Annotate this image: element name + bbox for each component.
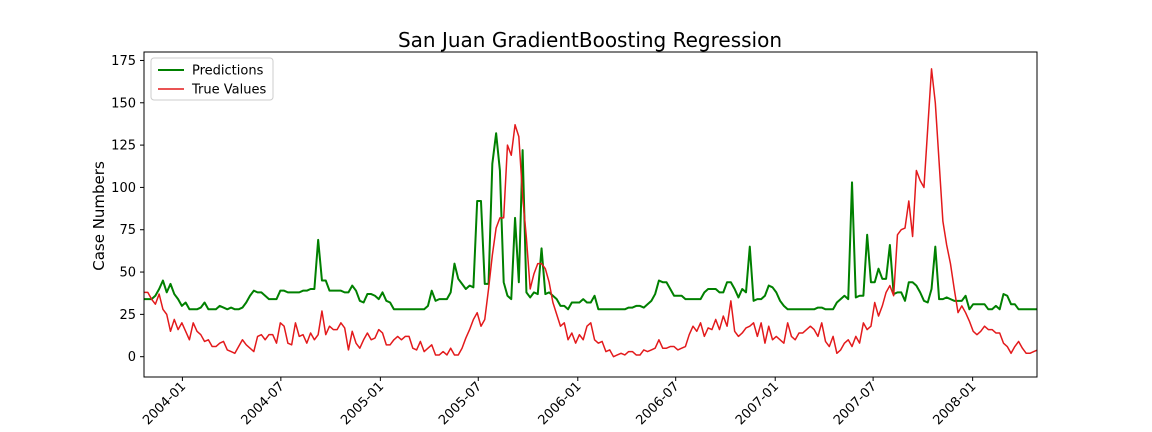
y-tick-label: 25 — [119, 308, 136, 323]
legend-label: Predictions — [192, 64, 264, 79]
plot-area — [143, 51, 1038, 378]
x-tick-label: 2007-01 — [733, 379, 782, 428]
plot-frame — [143, 51, 1038, 378]
x-tick-label: 2006-07 — [633, 379, 682, 428]
y-tick-label: 150 — [111, 96, 136, 111]
y-tick-label: 75 — [119, 223, 136, 238]
x-axis: 2004-01 2004-07 2005-01 2005-07 2006-01 2006-… — [140, 377, 979, 428]
chart-title: San Juan GradientBoosting Regression — [398, 28, 782, 52]
y-axis-label: Case Numbers — [90, 161, 108, 271]
x-tick-label: 2006-01 — [536, 379, 585, 428]
x-tick-label: 2004-07 — [239, 379, 288, 428]
y-axis: 0 25 50 75 100 125 150 175 — [111, 54, 144, 365]
x-tick-label: 2008-01 — [930, 379, 979, 428]
y-tick-label: 100 — [111, 181, 136, 196]
x-tick-label: 2005-07 — [436, 379, 485, 428]
series-line-predictions — [144, 132, 1037, 311]
y-tick-label: 50 — [119, 266, 136, 281]
x-tick-label: 2005-01 — [338, 379, 387, 428]
series-line-true-values — [144, 68, 1037, 358]
y-tick-label: 125 — [111, 139, 136, 154]
y-tick-label: 0 — [128, 350, 136, 365]
y-tick-label: 175 — [111, 54, 136, 69]
legend: Predictions True Values — [150, 57, 274, 101]
x-tick-label: 2004-01 — [140, 379, 189, 428]
x-tick-label: 2007-07 — [831, 379, 880, 428]
legend-label: True Values — [191, 83, 266, 98]
